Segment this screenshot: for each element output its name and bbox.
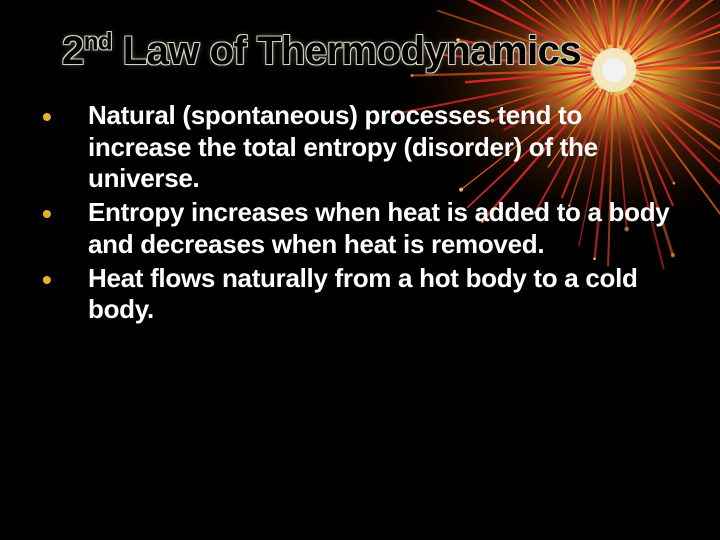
- title-prefix: 2: [62, 29, 84, 73]
- slide-title: 2nd Law of Thermodynamics: [62, 28, 690, 74]
- slide-content: 2nd Law of Thermodynamics Natural (spont…: [30, 28, 690, 326]
- bullet-text: Heat flows naturally from a hot body to …: [88, 263, 638, 325]
- list-item: Entropy increases when heat is added to …: [30, 197, 690, 260]
- bullet-list: Natural (spontaneous) processes tend to …: [30, 100, 690, 326]
- list-item: Natural (spontaneous) processes tend to …: [30, 100, 690, 195]
- title-rest: Law of Thermodynamics: [112, 29, 581, 73]
- title-superscript: nd: [84, 29, 112, 56]
- slide: 2nd Law of Thermodynamics Natural (spont…: [0, 0, 720, 540]
- bullet-text: Entropy increases when heat is added to …: [88, 197, 669, 259]
- bullet-text: Natural (spontaneous) processes tend to …: [88, 100, 598, 193]
- list-item: Heat flows naturally from a hot body to …: [30, 263, 690, 326]
